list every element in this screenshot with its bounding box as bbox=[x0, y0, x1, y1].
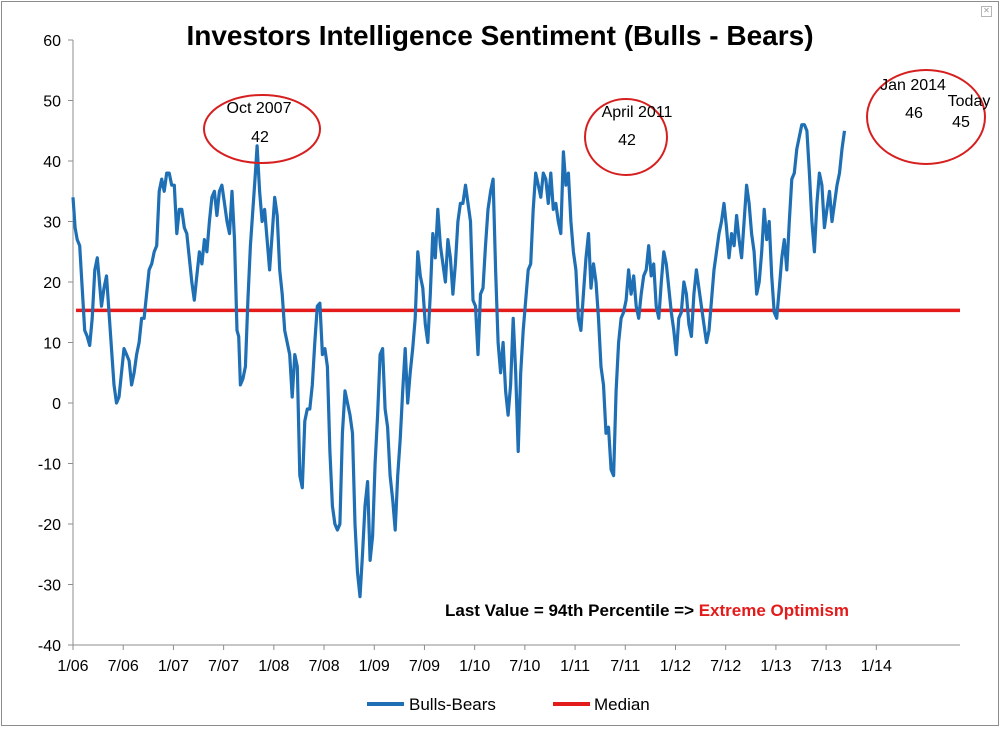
callout-highlight: Extreme Optimism bbox=[699, 601, 849, 620]
y-tick-label: 20 bbox=[43, 275, 61, 292]
annotation-circle-oct-2007 bbox=[203, 94, 321, 164]
y-axis: -40 -30 -20 -10 0 10 20 30 40 50 60 bbox=[38, 33, 74, 655]
y-tick-label: -10 bbox=[38, 457, 61, 474]
annotation-label-april-2011: April 2011 bbox=[602, 104, 673, 121]
x-tick-label: 1/08 bbox=[258, 658, 289, 675]
y-tick-label: -40 bbox=[38, 638, 61, 655]
x-tick-label: 1/13 bbox=[760, 658, 791, 675]
x-tick-label: 7/12 bbox=[710, 658, 741, 675]
y-tick-label: 60 bbox=[43, 33, 61, 50]
x-tick-label: 7/10 bbox=[509, 658, 540, 675]
y-tick-label: 10 bbox=[43, 336, 61, 353]
chart-title: Investors Intelligence Sentiment (Bulls … bbox=[186, 20, 813, 51]
x-tick-label: 7/09 bbox=[409, 658, 440, 675]
y-tick-label: 50 bbox=[43, 94, 61, 111]
annotation-circle-april-2011 bbox=[584, 98, 668, 176]
legend-label-bulls-bears: Bulls-Bears bbox=[409, 695, 496, 714]
close-icon[interactable]: ✕ bbox=[981, 6, 992, 17]
annotation-label-jan-2014: Jan 2014 bbox=[880, 77, 946, 94]
x-axis: 1/06 7/06 1/07 7/07 1/08 7/08 1/09 7/09 1/10 7/10… bbox=[57, 644, 960, 675]
y-tick-label: 0 bbox=[52, 396, 61, 413]
series-group bbox=[71, 123, 847, 599]
annotation-value-today: 45 bbox=[952, 114, 970, 131]
x-tick-label: 7/06 bbox=[108, 658, 139, 675]
y-tick-label: 40 bbox=[43, 154, 61, 171]
annotation-value-oct-2007: 42 bbox=[251, 129, 269, 146]
x-tick-label: 1/06 bbox=[57, 658, 88, 675]
annotation-value-jan-2014: 46 bbox=[905, 105, 923, 122]
legend: Bulls-Bears Median bbox=[367, 695, 650, 714]
x-tick-label: 7/07 bbox=[208, 658, 239, 675]
x-tick-label: 1/12 bbox=[660, 658, 691, 675]
x-tick-label: 1/09 bbox=[359, 658, 390, 675]
last-value-callout: Last Value = 94th Percentile => Extreme … bbox=[445, 601, 849, 620]
annotations: Oct 2007 42 April 2011 42 Jan 2014 46 Today 45 bbox=[203, 69, 991, 176]
x-tick-label: 1/07 bbox=[158, 658, 189, 675]
x-tick-label: 1/10 bbox=[459, 658, 490, 675]
callout-prefix: Last Value = 94th Percentile => bbox=[445, 601, 699, 620]
x-tick-label: 1/11 bbox=[560, 658, 590, 675]
annotation-value-april-2011: 42 bbox=[618, 132, 636, 149]
legend-label-median: Median bbox=[594, 695, 650, 714]
annotation-label-oct-2007: Oct 2007 bbox=[227, 100, 292, 117]
annotation-label-today: Today bbox=[948, 93, 991, 110]
x-tick-label: 1/14 bbox=[861, 658, 892, 675]
x-tick-label: 7/08 bbox=[308, 658, 339, 675]
annotation-circle-jan-2014 bbox=[866, 69, 986, 165]
y-tick-label: -20 bbox=[38, 517, 61, 534]
x-tick-label: 7/13 bbox=[811, 658, 842, 675]
series-line-bulls-bears bbox=[71, 123, 847, 599]
x-tick-label: 7/11 bbox=[610, 658, 640, 675]
y-tick-label: -30 bbox=[38, 578, 61, 595]
y-tick-label: 30 bbox=[43, 215, 61, 232]
